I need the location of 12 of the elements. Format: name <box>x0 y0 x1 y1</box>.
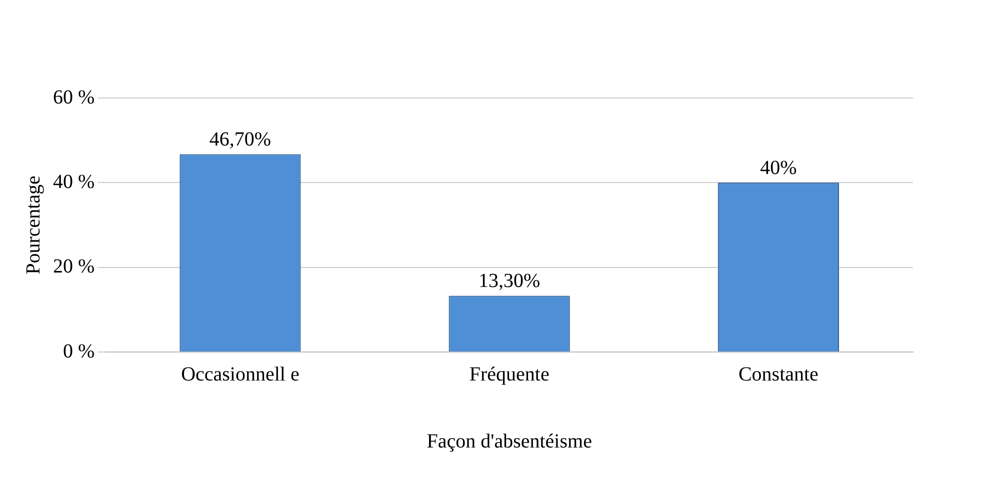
x-tick-label: Occasionnell e <box>181 363 300 386</box>
x-tick-label: Constante <box>738 363 819 386</box>
y-axis-title: Pourcentage <box>22 175 44 274</box>
data-label: 13,30% <box>478 270 540 292</box>
x-axis-title: Façon d'absentéisme <box>426 430 592 452</box>
data-label: 46,70% <box>209 128 272 151</box>
y-tick-label: 60 % <box>52 86 95 108</box>
data-label: 40% <box>760 156 797 179</box>
y-tick-label: 40 % <box>52 170 95 193</box>
y-tick-label: 0 % <box>62 340 95 362</box>
y-tick-label: 20 % <box>52 256 95 278</box>
x-tick-label: Fréquente <box>469 363 550 386</box>
